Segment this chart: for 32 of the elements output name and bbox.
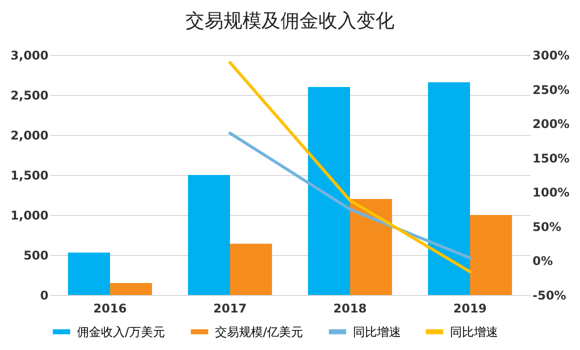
y2-tick-label: 100% bbox=[532, 186, 570, 200]
x-tick-label: 2017 bbox=[213, 302, 247, 316]
legend-label: 交易规模/亿美元 bbox=[215, 324, 304, 339]
y-tick-label: 1,500 bbox=[10, 168, 48, 182]
y2-tick-label: 50% bbox=[532, 220, 562, 234]
legend-label: 佣金收入/万美元 bbox=[77, 324, 166, 339]
y2-tick-label: 150% bbox=[532, 151, 570, 166]
bar bbox=[308, 87, 350, 295]
bar bbox=[470, 215, 512, 295]
legend-label: 同比增速 bbox=[450, 324, 498, 339]
x-tick-label: 2018 bbox=[333, 302, 367, 316]
y-tick-label: 3,000 bbox=[10, 48, 48, 62]
y2-tick-label: -50% bbox=[532, 288, 566, 302]
y2-tick-label: 250% bbox=[532, 82, 570, 97]
bar bbox=[110, 283, 152, 295]
y-tick-label: 500 bbox=[23, 248, 48, 262]
bar bbox=[350, 199, 392, 295]
y-tick-label: 0 bbox=[40, 288, 48, 302]
legend-label: 同比增速 bbox=[353, 324, 401, 339]
bar bbox=[68, 252, 110, 295]
y-tick-label: 2,500 bbox=[10, 88, 48, 102]
x-tick-label: 2019 bbox=[453, 302, 487, 316]
y2-tick-label: 0% bbox=[532, 254, 553, 268]
y-tick-label: 2,000 bbox=[10, 128, 48, 142]
x-tick-label: 2016 bbox=[93, 302, 127, 316]
y-tick-label: 1,000 bbox=[10, 208, 48, 222]
chart-title: 交易规模及佣金收入变化 bbox=[186, 10, 394, 32]
y2-tick-label: 200% bbox=[532, 117, 570, 132]
bar bbox=[188, 175, 230, 295]
bar bbox=[230, 244, 272, 295]
bar bbox=[428, 82, 470, 295]
y2-tick-label: 300% bbox=[532, 48, 570, 62]
